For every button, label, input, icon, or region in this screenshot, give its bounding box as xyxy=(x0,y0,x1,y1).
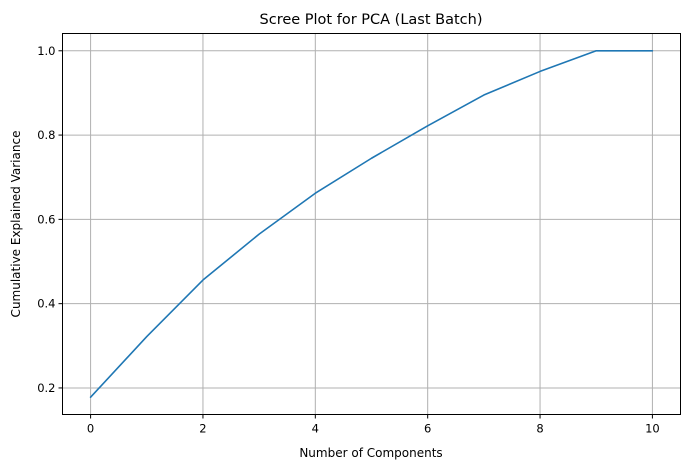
series-layer xyxy=(89,49,654,399)
x-axis-label: Number of Components xyxy=(299,446,442,460)
y-tick-label: 0.2 xyxy=(37,381,55,395)
y-tick-label: 1.0 xyxy=(37,44,55,58)
y-tick-label: 0.6 xyxy=(37,212,55,226)
y-axis-label: Cumulative Explained Variance xyxy=(9,131,23,318)
plot-frame xyxy=(62,33,681,415)
x-tick-label: 10 xyxy=(645,422,660,436)
x-tick-label: 8 xyxy=(536,422,543,436)
y-tick-label: 0.4 xyxy=(37,297,55,311)
cumulative-variance-line xyxy=(89,49,654,399)
axis-ticks: 0 2 4 6 8 10 0.2 0.4 0.6 0.8 1.0 xyxy=(37,44,660,436)
y-tick-label: 0.8 xyxy=(37,128,55,142)
x-tick-label: 6 xyxy=(424,422,431,436)
grid-lines xyxy=(62,33,681,415)
x-tick-label: 0 xyxy=(87,422,94,436)
x-tick-label: 2 xyxy=(199,422,206,436)
x-tick-label: 4 xyxy=(312,422,319,436)
chart-title: Scree Plot for PCA (Last Batch) xyxy=(260,12,483,28)
